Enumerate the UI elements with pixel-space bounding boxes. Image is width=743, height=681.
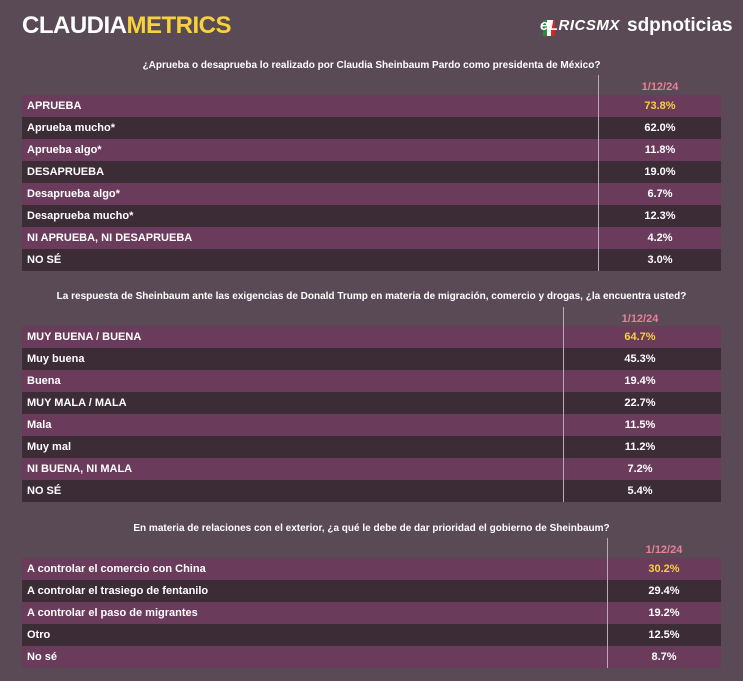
row-label: Muy mal (27, 441, 72, 453)
flag-icon (543, 20, 555, 36)
row-value: 5.4% (627, 485, 653, 497)
table-row: APRUEBA 73.8% (22, 95, 721, 117)
question: ¿Aprueba o desaprueba lo realizado por C… (142, 60, 601, 71)
date: 1/12/24 (641, 81, 679, 93)
row-value: 19.4% (624, 375, 656, 387)
row-label: DESAPRUEBA (27, 166, 105, 178)
row-label: MUY BUENA / BUENA (27, 331, 142, 343)
date: 1/12/24 (645, 544, 683, 556)
row-value: 3.0% (647, 254, 673, 266)
row-label: NI APRUEBA, NI DESAPRUEBA (27, 232, 193, 244)
column-divider (563, 307, 564, 502)
row-value: 11.5% (624, 419, 656, 431)
row-label: NI BUENA, NI MALA (27, 463, 133, 475)
table-row: No sé 8.7% (22, 646, 721, 668)
row-label: Otro (27, 629, 51, 641)
brand-b: METRICS (126, 12, 232, 39)
row-label: Aprueba mucho* (27, 122, 116, 134)
row-label: A controlar el paso de migrantes (27, 607, 198, 619)
row-value: 19.0% (644, 166, 676, 178)
date: 1/12/24 (621, 313, 659, 325)
table-row: Mala 11.5% (22, 414, 721, 436)
table-row: Muy mal 11.2% (22, 436, 721, 458)
row-value: 11.8% (644, 144, 676, 156)
row-value: 4.2% (647, 232, 673, 244)
partner-logo: eLRICSMX (540, 17, 620, 34)
table-row: Muy buena 45.3% (22, 348, 721, 370)
question: La respuesta de Sheinbaum ante las exige… (56, 291, 687, 302)
brand-a: CLAUDIA (22, 12, 127, 39)
row-label: No sé (27, 651, 57, 663)
row-label: Desaprueba algo* (27, 188, 120, 200)
column-divider (607, 538, 608, 668)
table-row: Aprueba algo* 11.8% (22, 139, 721, 161)
row-value: 19.2% (648, 607, 680, 619)
row-label: Buena (27, 375, 61, 387)
row-label: A controlar el trasiego de fentanilo (27, 585, 209, 597)
table-row: Otro 12.5% (22, 624, 721, 646)
row-label: Aprueba algo* (27, 144, 102, 156)
table-row: NO SÉ 5.4% (22, 480, 721, 502)
partner-logo: sdpnoticias (627, 15, 733, 36)
row-label: NO SÉ (27, 485, 62, 497)
question: En materia de relaciones con el exterior… (133, 523, 610, 534)
row-label: MUY MALA / MALA (27, 397, 127, 409)
table-row: MUY MALA / MALA 22.7% (22, 392, 721, 414)
table-row: NI BUENA, NI MALA 7.2% (22, 458, 721, 480)
row-value: 12.3% (644, 210, 676, 222)
row-value: 30.2% (648, 563, 680, 575)
row-value: 11.2% (624, 441, 656, 453)
row-label: Muy buena (27, 353, 85, 365)
table-row: Desaprueba mucho* 12.3% (22, 205, 721, 227)
row-value: 7.2% (627, 463, 653, 475)
table-row: Desaprueba algo* 6.7% (22, 183, 721, 205)
row-label: A controlar el comercio con China (27, 563, 206, 575)
table-row: MUY BUENA / BUENA 64.7% (22, 326, 721, 348)
row-value: 73.8% (644, 100, 676, 112)
table-row: A controlar el paso de migrantes 19.2% (22, 602, 721, 624)
table-row: Aprueba mucho* 62.0% (22, 117, 721, 139)
row-value: 8.7% (651, 651, 677, 663)
row-label: Desaprueba mucho* (27, 210, 134, 222)
table-row: A controlar el trasiego de fentanilo 29.4… (22, 580, 721, 602)
row-value: 12.5% (648, 629, 680, 641)
row-label: APRUEBA (27, 100, 82, 112)
row-value: 64.7% (624, 331, 656, 343)
row-value: 29.4% (648, 585, 680, 597)
table-row: NI APRUEBA, NI DESAPRUEBA 4.2% (22, 227, 721, 249)
row-label: Mala (27, 419, 52, 431)
row-value: 6.7% (647, 188, 673, 200)
table-row: NO SÉ 3.0% (22, 249, 721, 271)
column-divider (598, 75, 599, 271)
row-value: 22.7% (624, 397, 656, 409)
table-row: DESAPRUEBA 19.0% (22, 161, 721, 183)
table-row: Buena 19.4% (22, 370, 721, 392)
table-row: A controlar el comercio con China 30.2% (22, 558, 721, 580)
brand: CLAUDIAMETRICS (22, 12, 231, 40)
row-value: 62.0% (644, 122, 676, 134)
row-label: NO SÉ (27, 254, 62, 266)
row-value: 45.3% (624, 353, 656, 365)
